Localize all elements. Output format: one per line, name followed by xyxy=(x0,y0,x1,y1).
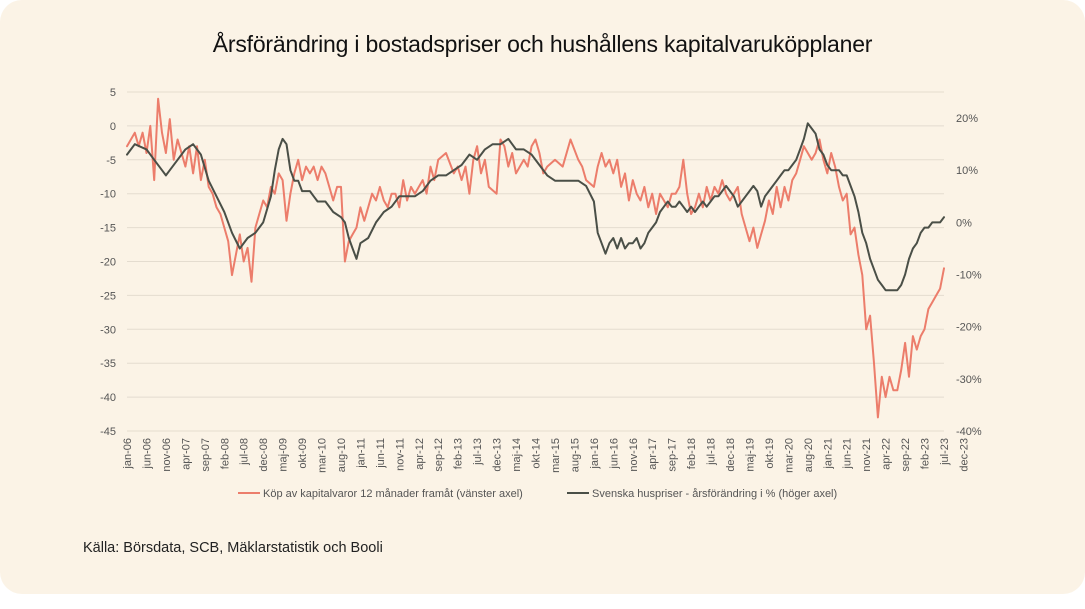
x-tick-label: jan-16 xyxy=(589,438,601,470)
x-tick-label: okt-09 xyxy=(297,438,309,469)
x-tick-label: sep-07 xyxy=(200,438,212,472)
y-right-tick-label: -30% xyxy=(956,374,982,386)
x-tick-label: apr-22 xyxy=(881,438,893,470)
x-tick-label: jan-11 xyxy=(355,438,367,469)
x-tick-label: nov-11 xyxy=(394,438,406,471)
x-tick-label: nov-16 xyxy=(628,438,640,472)
x-tick-label: feb-13 xyxy=(453,438,465,469)
x-tick-label: jul-08 xyxy=(239,438,251,466)
x-tick-label: feb-18 xyxy=(686,438,698,469)
x-tick-label: jun-11 xyxy=(375,438,387,469)
chart-title: Årsförändring i bostadspriser och hushål… xyxy=(212,31,873,57)
x-tick-label: dec-13 xyxy=(492,438,504,472)
x-tick-label: jul-18 xyxy=(706,438,718,466)
x-tick-label: maj-14 xyxy=(511,438,523,472)
x-tick-label: feb-23 xyxy=(920,438,932,469)
x-tick-label: aug-20 xyxy=(803,438,815,472)
gridlines xyxy=(127,91,944,432)
y-right-tick-label: -10% xyxy=(956,270,982,282)
x-tick-label: jun-16 xyxy=(608,438,620,470)
left-axis-ticks: 5 0 -5 -10 -15 -20 -25 -30 -35 -40 -45 xyxy=(100,87,116,438)
chart-card xyxy=(0,0,1085,594)
series-line-kapitalvaror xyxy=(126,97,945,419)
x-tick-label: sep-17 xyxy=(667,438,679,472)
series-lines xyxy=(126,97,945,419)
x-tick-label: dec-23 xyxy=(958,438,970,472)
x-tick-label: jul-13 xyxy=(472,438,484,466)
x-tick-label: apr-17 xyxy=(647,438,659,470)
x-tick-label: jul-23 xyxy=(939,438,951,466)
source-note: Källa: Börsdata, SCB, Mäklarstatistik oc… xyxy=(83,540,383,556)
y-left-tick-label: -20 xyxy=(100,257,116,269)
x-tick-label: jan-21 xyxy=(822,438,834,470)
x-tick-label: mar-15 xyxy=(550,438,562,473)
x-tick-label: aug-15 xyxy=(569,438,581,472)
x-tick-label: aug-10 xyxy=(336,438,348,472)
y-right-tick-label: 20% xyxy=(956,113,978,125)
x-tick-label: nov-06 xyxy=(161,438,173,472)
right-axis-ticks: 20% 10% 0% -10% -20% -30% -40% xyxy=(956,113,982,438)
y-left-tick-label: -5 xyxy=(106,155,116,167)
y-right-tick-label: -40% xyxy=(956,426,982,438)
x-tick-label: sep-22 xyxy=(900,438,912,472)
y-left-tick-label: -25 xyxy=(100,290,116,302)
x-tick-label: dec-18 xyxy=(725,438,737,472)
x-tick-label: jun-06 xyxy=(141,438,153,470)
y-left-tick-label: 5 xyxy=(110,87,116,99)
legend-item-huspriser: Svenska huspriser - årsförändring i % (h… xyxy=(592,488,837,500)
x-tick-label: nov-21 xyxy=(861,438,873,472)
x-tick-label: okt-14 xyxy=(531,438,543,469)
x-tick-label: maj-19 xyxy=(744,438,756,472)
y-left-tick-label: 0 xyxy=(110,121,116,133)
x-tick-label: jun-21 xyxy=(842,438,854,470)
y-right-tick-label: 10% xyxy=(956,165,978,177)
x-tick-label: apr-12 xyxy=(414,438,426,470)
x-tick-label: mar-10 xyxy=(317,438,329,473)
y-left-tick-label: -40 xyxy=(100,392,116,404)
x-axis-ticks: jan-06 jun-06 nov-06 apr-07 sep-07 feb-08 jul-… xyxy=(122,438,970,473)
x-tick-label: mar-20 xyxy=(783,438,795,473)
x-tick-label: sep-12 xyxy=(433,438,445,472)
x-tick-label: okt-19 xyxy=(764,438,776,469)
x-tick-label: feb-08 xyxy=(219,438,231,469)
y-left-tick-label: -45 xyxy=(100,426,116,438)
x-tick-label: jan-06 xyxy=(122,438,134,470)
y-right-tick-label: -20% xyxy=(956,322,982,334)
x-tick-label: maj-09 xyxy=(278,438,290,472)
y-left-tick-label: -35 xyxy=(100,358,116,370)
series-line-huspriser xyxy=(126,122,945,292)
y-left-tick-label: -30 xyxy=(100,324,116,336)
x-tick-label: dec-08 xyxy=(258,438,270,472)
y-left-tick-label: -15 xyxy=(100,223,116,235)
x-tick-label: apr-07 xyxy=(180,438,192,470)
legend-item-kapitalvaror: Köp av kapitalvaror 12 månader framåt (v… xyxy=(263,488,523,500)
legend: Köp av kapitalvaror 12 månader framåt (v… xyxy=(238,488,837,500)
y-right-tick-label: 0% xyxy=(956,217,972,229)
y-left-tick-label: -10 xyxy=(100,189,116,201)
